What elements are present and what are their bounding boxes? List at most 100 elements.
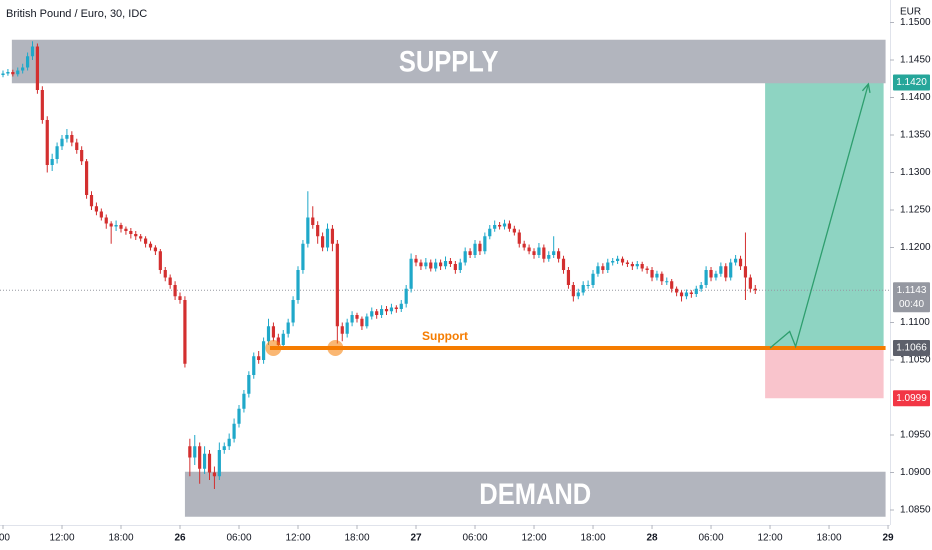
candle-body	[384, 309, 389, 312]
candle-body	[375, 311, 379, 315]
candle-body	[561, 258, 566, 270]
x-tick-label: :00	[0, 533, 10, 544]
candle-body	[586, 285, 590, 286]
candle-body	[296, 270, 300, 300]
x-tick-label: 18:00	[344, 533, 369, 544]
candle-body	[611, 261, 615, 263]
candle-body	[45, 120, 49, 165]
candle-body	[581, 285, 585, 293]
candle-body	[704, 270, 708, 285]
candle-body	[694, 288, 698, 294]
candle-body	[25, 56, 30, 68]
candle-body	[684, 292, 689, 297]
candle-body	[350, 315, 354, 323]
candle-body	[734, 258, 738, 263]
candle-body	[606, 262, 610, 270]
candle-body	[360, 318, 364, 327]
candle-body	[70, 135, 74, 143]
candle-body	[148, 243, 153, 248]
x-tick-label: 12:00	[522, 533, 547, 544]
candle-body	[522, 243, 526, 248]
candle-body	[345, 322, 349, 334]
y-tick-label: 1.1300	[900, 167, 931, 178]
candle-body	[335, 243, 339, 327]
candle-body	[158, 251, 162, 270]
zone	[184, 471, 886, 517]
arrow-head	[861, 82, 871, 93]
candle-body	[198, 446, 202, 469]
y-tick-label: 1.1050	[900, 355, 931, 366]
candle-body	[665, 281, 669, 283]
candle-body	[301, 243, 305, 270]
candle-body	[729, 262, 733, 278]
candle-body	[178, 296, 182, 300]
candle-body	[16, 70, 20, 75]
candle-body	[212, 472, 217, 477]
candle-body	[675, 288, 679, 293]
y-tick-label: 1.1500	[900, 17, 931, 28]
candle-body	[153, 247, 158, 252]
candle-body	[753, 288, 757, 291]
candle-body	[547, 255, 551, 259]
candle-body	[320, 236, 325, 248]
candle-body	[276, 337, 280, 345]
candle-body	[379, 309, 384, 315]
candle-body	[261, 341, 266, 360]
candle-body	[89, 195, 94, 207]
candle-body	[188, 446, 192, 458]
candle-body	[202, 453, 207, 469]
candle-body	[507, 223, 512, 229]
candle-body	[114, 225, 118, 227]
candle-body	[468, 251, 472, 255]
y-tick-label: 1.0950	[900, 430, 931, 441]
candle-body	[552, 251, 556, 255]
candle-body	[306, 217, 310, 244]
candle-body	[134, 234, 138, 237]
candle-body	[748, 277, 752, 289]
candle-body	[124, 228, 128, 231]
axis-unit: EUR	[900, 7, 921, 18]
candle-body	[94, 206, 99, 212]
candle-body	[222, 446, 226, 450]
candle-body	[488, 228, 492, 237]
candle-body	[576, 292, 580, 297]
candle-body	[620, 258, 625, 263]
target-tag-label: 1.1420	[896, 77, 927, 88]
candle-body	[1, 73, 5, 75]
arrow	[769, 83, 869, 349]
candle-body	[6, 72, 10, 74]
candle-body	[537, 247, 541, 255]
candle-body	[207, 453, 212, 473]
candle-body	[601, 266, 605, 270]
x-tick-label: 18:00	[581, 533, 606, 544]
candle-body	[689, 292, 693, 294]
candle-body	[532, 251, 536, 255]
support-label: Support	[422, 329, 468, 343]
candle-body	[311, 217, 315, 225]
candle-body	[227, 438, 231, 447]
candle-body	[80, 150, 84, 162]
zone-label: DEMAND	[479, 477, 591, 510]
candle-body	[257, 356, 261, 360]
candle-body	[143, 238, 148, 244]
candle-body	[483, 236, 487, 252]
y-tick-label: 1.0900	[900, 467, 931, 478]
candle-body	[340, 326, 344, 334]
x-tick-label: 06:00	[463, 533, 488, 544]
candle-body	[670, 281, 674, 289]
entry-tag-label: 1.1066	[896, 343, 927, 354]
candle-body	[316, 225, 320, 237]
candle-body	[517, 232, 521, 244]
candle-body	[645, 268, 649, 270]
stop-tag	[893, 390, 930, 407]
entry-tag	[893, 340, 930, 356]
candle-body	[60, 138, 64, 147]
candle-body	[591, 273, 595, 285]
candle-body	[719, 266, 723, 274]
candle-body	[217, 450, 221, 477]
candle-body	[75, 142, 79, 150]
y-tick-label: 1.0850	[900, 505, 931, 516]
candle-body	[566, 270, 571, 285]
candle-body	[660, 273, 664, 282]
